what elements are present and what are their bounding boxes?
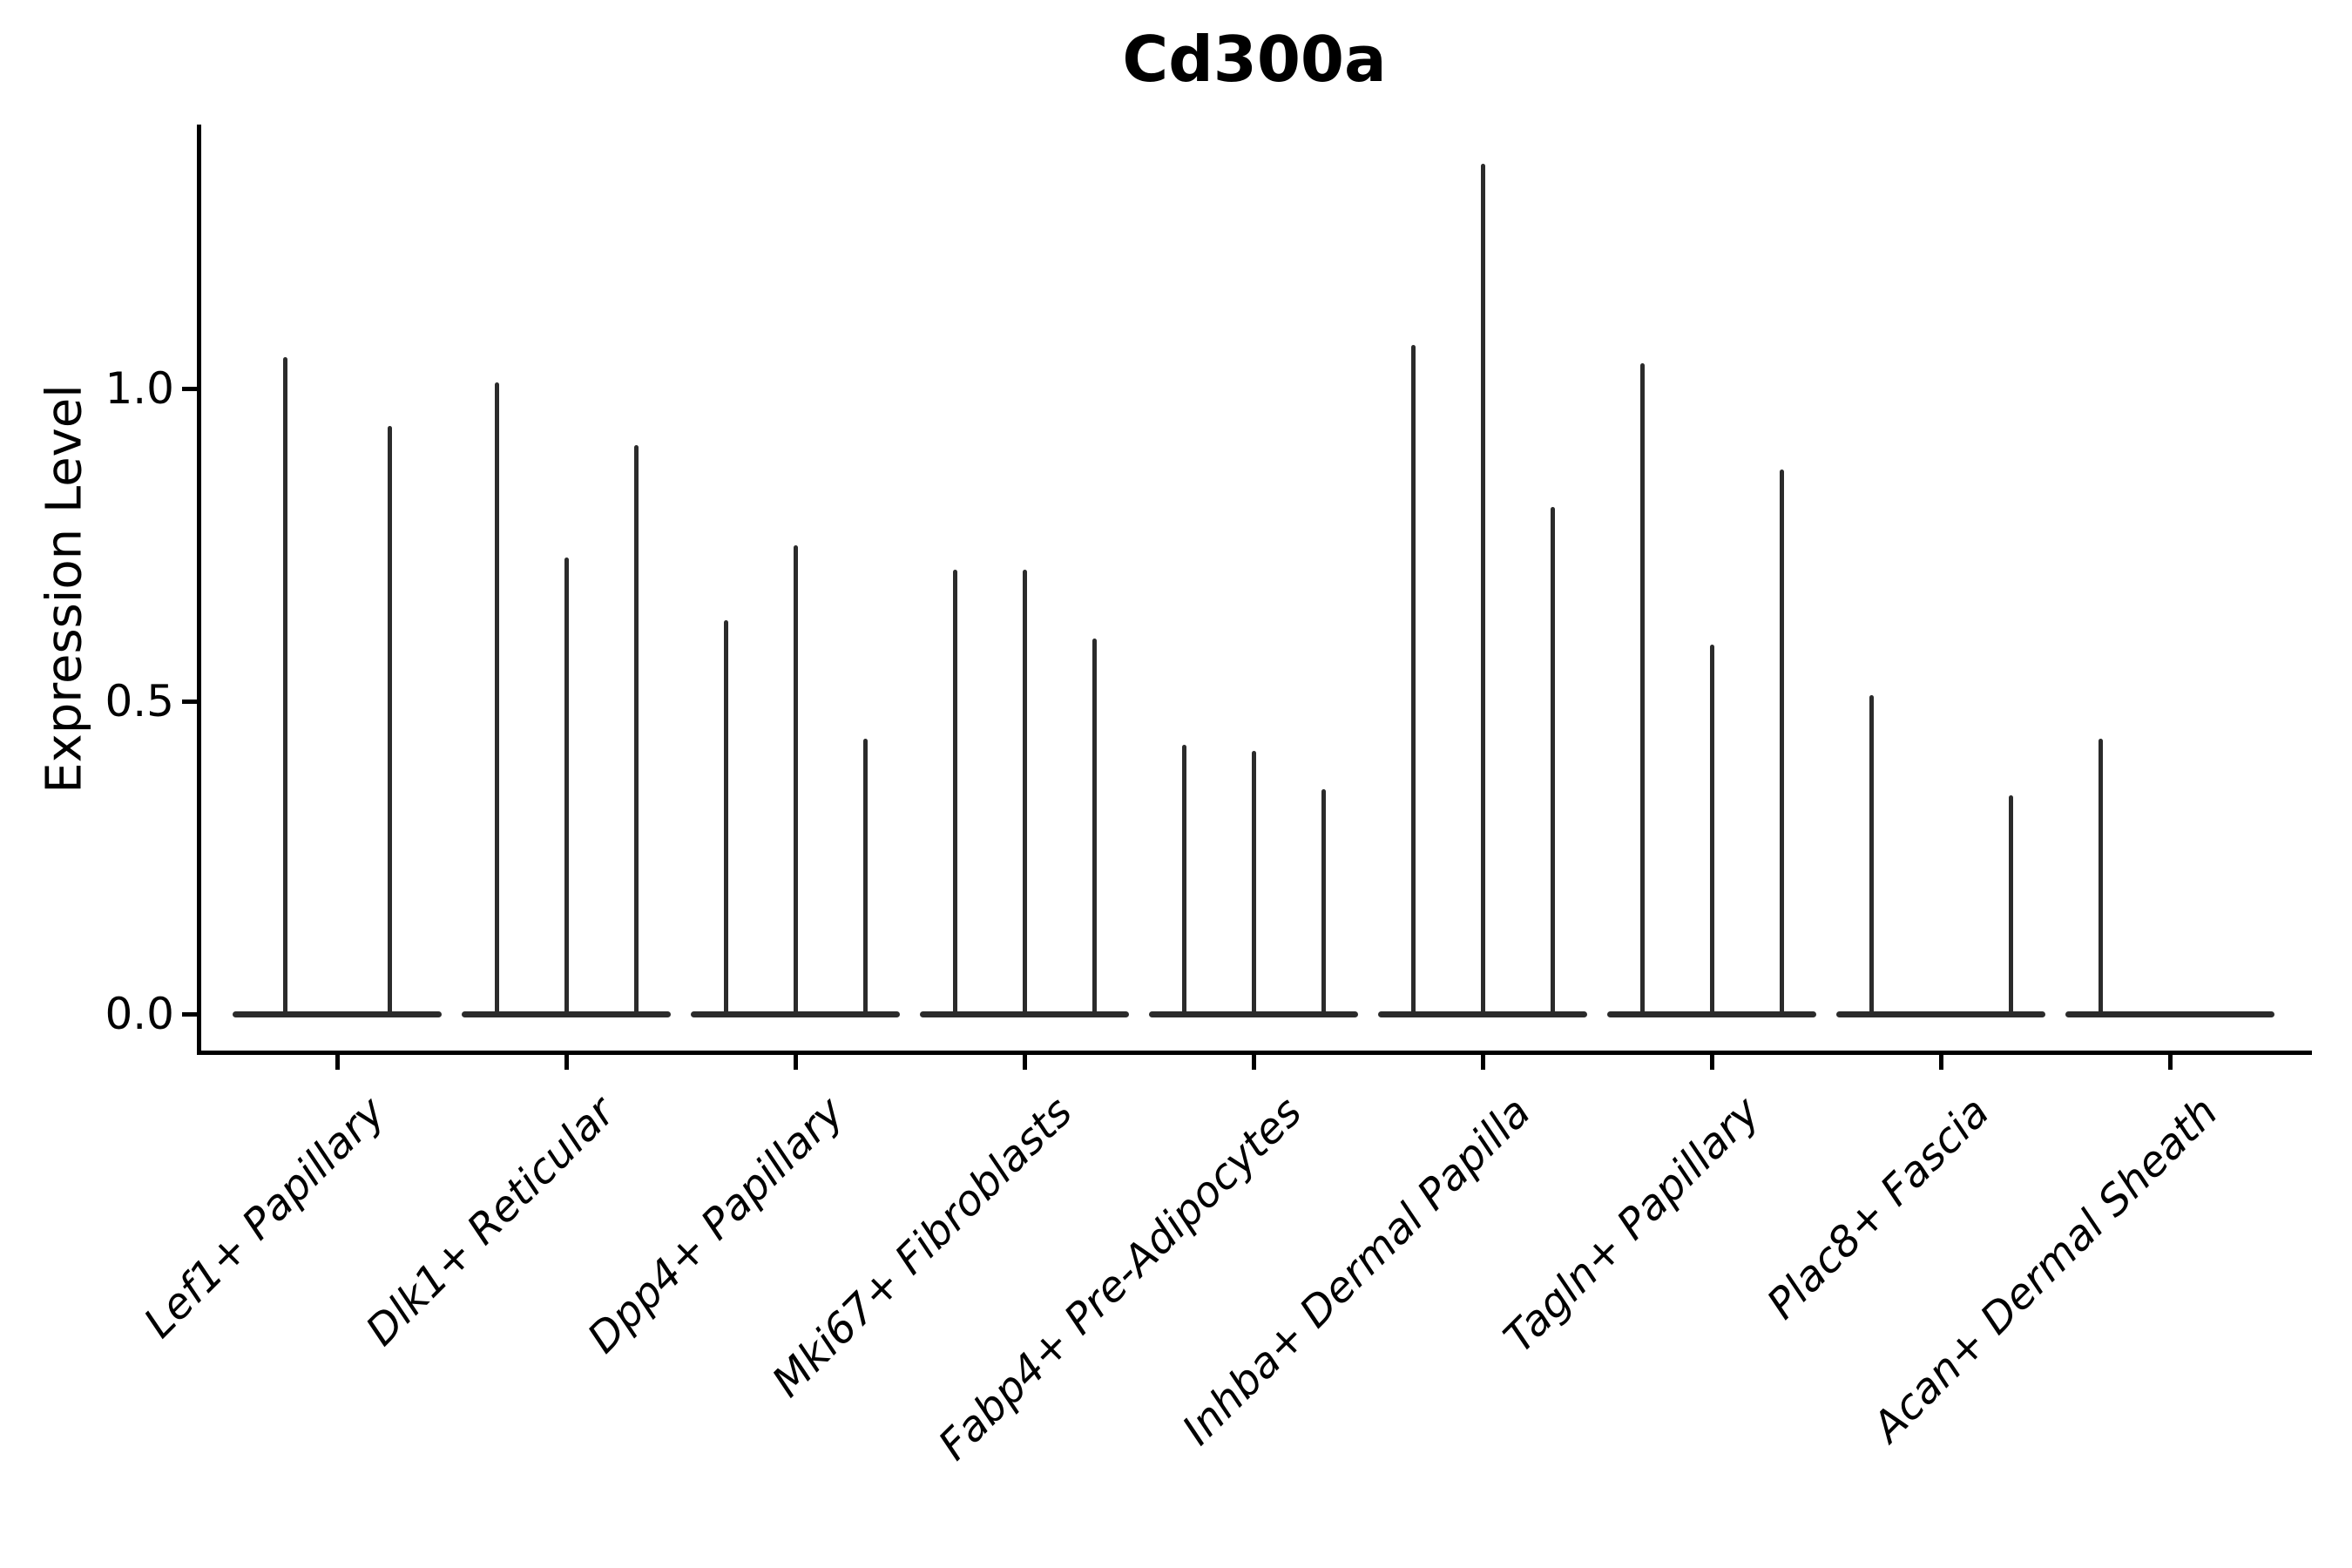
x-tick-label-3: Dpp4+ Papillary xyxy=(578,1087,854,1363)
x-tick-mark xyxy=(1252,1055,1256,1070)
violin-spike xyxy=(1869,694,1874,1016)
violin-base xyxy=(1836,1010,2045,1017)
violin-spike xyxy=(282,357,287,1016)
violin-base xyxy=(233,1010,442,1017)
x-tick-label-8: Plac8+ Fascia xyxy=(1757,1087,1999,1329)
x-tick-mark xyxy=(1481,1055,1485,1070)
x-tick-mark xyxy=(1939,1055,1943,1070)
x-tick-mark xyxy=(335,1055,340,1070)
y-tick-label: 0.0 xyxy=(105,989,174,1039)
violin-spike xyxy=(387,426,392,1016)
violin-spike xyxy=(952,570,957,1016)
violin-spike xyxy=(1639,363,1645,1016)
x-tick-label-2: Dlk1+ Reticular xyxy=(355,1087,625,1355)
violin-spike xyxy=(1321,788,1326,1016)
violin-spike xyxy=(1092,639,1097,1016)
violin-spike xyxy=(1022,570,1027,1016)
violin-spike xyxy=(1709,645,1714,1016)
y-tick-label: 1.0 xyxy=(105,363,174,414)
violin-spike xyxy=(1410,344,1416,1016)
violin-spike xyxy=(1550,507,1555,1016)
x-tick-label-7: Tagln+ Papillary xyxy=(1494,1087,1770,1362)
x-tick-mark xyxy=(1023,1055,1027,1070)
violin-spike xyxy=(1251,751,1256,1016)
violin-spike xyxy=(793,544,798,1016)
y-tick-mark xyxy=(182,387,197,391)
x-tick-label-1: Lef1+ Papillary xyxy=(135,1087,395,1348)
violin-spike xyxy=(1480,163,1485,1016)
x-tick-mark xyxy=(794,1055,798,1070)
y-axis-line xyxy=(197,125,201,1055)
violin-spike xyxy=(564,557,569,1016)
violin-spike xyxy=(494,382,499,1016)
x-tick-label-5: Fabp4+ Pre-Adipocytes xyxy=(929,1087,1312,1470)
violin-spike xyxy=(633,444,639,1016)
y-tick-mark xyxy=(182,1012,197,1017)
x-tick-mark xyxy=(564,1055,569,1070)
y-tick-label: 0.5 xyxy=(105,676,174,727)
violin-spike xyxy=(2008,794,2013,1016)
x-tick-mark xyxy=(2168,1055,2173,1070)
y-tick-mark xyxy=(182,700,197,704)
x-tick-mark xyxy=(1710,1055,1714,1070)
violin-spike xyxy=(1779,470,1784,1016)
violin-spike xyxy=(1181,745,1186,1016)
violin-spike xyxy=(2098,739,2103,1016)
violin-base xyxy=(2065,1010,2274,1017)
chart-title: Cd300a xyxy=(1122,23,1387,96)
violin-spike xyxy=(862,739,868,1016)
y-axis-label: Expression Level xyxy=(36,384,93,794)
x-axis-line xyxy=(197,1051,2312,1055)
violin-spike xyxy=(723,619,728,1016)
